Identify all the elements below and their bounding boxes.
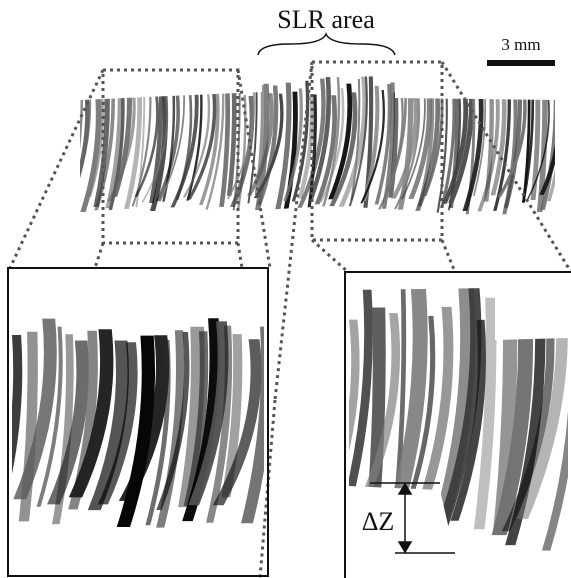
streak: [269, 345, 283, 511]
scale-label: 3 mm: [501, 35, 540, 54]
streak: [310, 320, 360, 540]
texture-region: [310, 286, 571, 554]
region-label: SLR area: [277, 5, 375, 34]
figure: SLR area 3 mm ΔZ: [0, 0, 571, 578]
offset-label: ΔZ: [362, 507, 395, 536]
scale-bar: [487, 60, 555, 66]
brace: [258, 34, 395, 55]
texture-region: [0, 318, 283, 527]
streak: [558, 89, 569, 214]
